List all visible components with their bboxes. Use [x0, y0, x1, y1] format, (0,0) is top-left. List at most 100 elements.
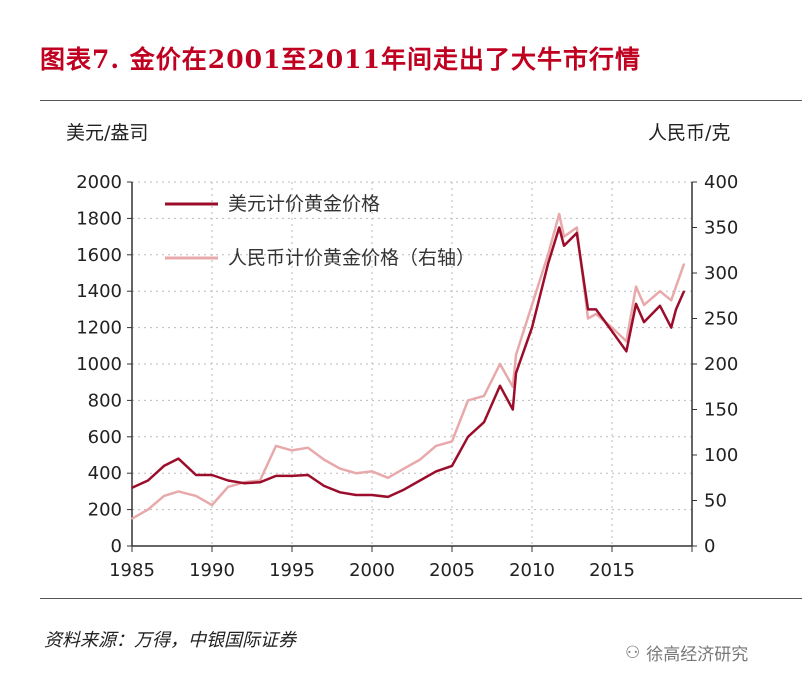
usd-data-point — [675, 308, 677, 311]
right-tick-label: 0 — [704, 536, 715, 557]
cny-data-point — [323, 458, 325, 461]
cny-data-point — [576, 226, 578, 229]
x-tick-label: 1990 — [189, 560, 235, 581]
usd-data-point — [355, 494, 357, 496]
right-tick-label: 300 — [704, 263, 738, 284]
x-tick-label: 1995 — [269, 560, 315, 581]
right-axis-unit: 人民币/克 — [648, 122, 731, 144]
figure-title: 图表7. 金价在2001至2011年间走出了大牛市行情 — [40, 45, 641, 74]
left-tick-label: 0 — [111, 536, 122, 557]
usd-data-point — [131, 486, 133, 489]
cny-data-point — [625, 340, 628, 343]
usd-data-point — [467, 436, 469, 438]
cny-data-point — [483, 395, 485, 397]
right-tick-label: 400 — [704, 172, 738, 193]
usd-data-point — [451, 465, 453, 467]
cny-data-point — [435, 445, 437, 447]
usd-data-point — [635, 303, 637, 305]
cny-data-point — [558, 213, 560, 215]
left-tick-label: 1800 — [76, 208, 122, 229]
cny-data-point — [371, 470, 373, 473]
cny-data-point — [611, 326, 613, 329]
legend-label-cny: 人民币计价黄金价格（右轴） — [228, 247, 475, 269]
cny-data-point — [419, 458, 421, 461]
cny-data-point — [563, 235, 565, 238]
usd-data-point — [339, 491, 341, 494]
usd-data-point — [576, 232, 578, 234]
usd-data-point — [147, 479, 149, 482]
cny-data-point — [515, 354, 517, 356]
left-axis-unit: 美元/盎司 — [66, 122, 149, 144]
cny-data-point — [595, 313, 597, 315]
cny-data-point — [307, 446, 309, 449]
x-tick-label: 2000 — [349, 560, 395, 581]
cny-data-point — [403, 467, 405, 470]
usd-data-point — [371, 494, 373, 496]
usd-data-point — [512, 408, 514, 411]
cny-data-point — [131, 517, 133, 520]
cny-data-point — [531, 304, 533, 306]
usd-data-point — [163, 465, 165, 467]
legend-label-usd: 美元计价黄金价格 — [228, 193, 380, 215]
usd-data-point — [403, 488, 405, 491]
usd-data-point — [323, 485, 325, 487]
usd-data-point — [683, 290, 685, 293]
usd-data-point — [587, 308, 589, 311]
usd-data-point — [435, 470, 437, 473]
usd-data-point — [243, 482, 245, 485]
watermark: ⚇ 徐高经济研究 — [625, 640, 749, 666]
right-tick-label: 350 — [704, 218, 738, 239]
cny-data-point — [227, 486, 229, 488]
usd-data-point — [558, 226, 560, 229]
cny-data-point — [675, 285, 677, 288]
usd-data-point — [515, 372, 517, 374]
cny-data-point — [512, 385, 514, 388]
right-tick-label: 150 — [704, 400, 738, 421]
cny-data-point — [291, 449, 293, 452]
cny-data-point — [547, 254, 549, 256]
usd-data-point — [387, 496, 389, 498]
right-tick-label: 100 — [704, 445, 738, 466]
left-tick-label: 2000 — [76, 172, 122, 193]
right-tick-label: 200 — [704, 354, 738, 375]
usd-data-point — [625, 350, 628, 353]
usd-data-point — [275, 475, 277, 477]
title-divider — [40, 100, 802, 101]
cny-data-point — [177, 490, 180, 493]
cny-data-point — [147, 508, 149, 511]
wechat-icon: ⚇ — [625, 642, 641, 663]
source-note: 资料来源：万得，中银国际证券 — [44, 630, 296, 651]
cny-data-point — [163, 495, 165, 497]
x-tick-label: 2010 — [509, 560, 555, 581]
cny-data-point — [467, 399, 469, 402]
cny-data-point — [683, 263, 685, 265]
usd-data-point — [291, 475, 293, 477]
left-tick-label: 1600 — [76, 245, 122, 266]
left-tick-label: 1400 — [76, 281, 122, 302]
usd-data-point — [499, 385, 501, 387]
cny-data-point — [211, 504, 213, 506]
cny-data-point — [670, 299, 672, 302]
usd-data-point — [483, 421, 485, 424]
usd-data-point — [419, 479, 421, 482]
watermark-text: 徐高经济研究 — [646, 645, 749, 665]
cny-data-point — [587, 317, 589, 320]
left-tick-label: 1200 — [76, 318, 122, 339]
usd-data-point — [259, 481, 261, 484]
cny-data-point — [635, 285, 637, 288]
right-tick-label: 250 — [704, 309, 738, 330]
usd-data-point — [307, 474, 309, 476]
x-tick-label: 2015 — [589, 560, 635, 581]
cny-data-point — [499, 363, 501, 365]
usd-data-point — [670, 326, 672, 329]
cny-data-point — [275, 445, 277, 447]
source-divider — [40, 598, 802, 599]
left-tick-label: 400 — [88, 463, 122, 484]
series-line-usd — [131, 226, 686, 499]
usd-data-point — [211, 474, 213, 476]
x-tick-label: 2005 — [429, 560, 475, 581]
left-tick-label: 600 — [88, 427, 122, 448]
usd-data-point — [643, 321, 645, 323]
cny-data-point — [195, 495, 197, 497]
